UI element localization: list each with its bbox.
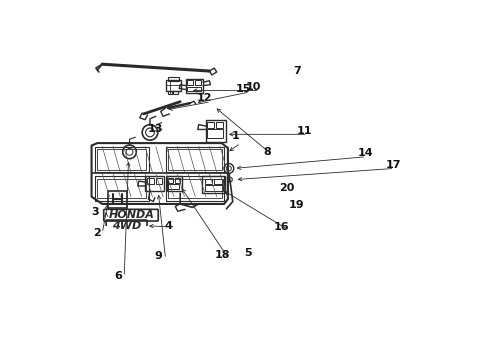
Bar — [186, 79, 203, 94]
Bar — [270, 206, 287, 215]
Text: 1: 1 — [232, 131, 240, 141]
Text: 5: 5 — [245, 248, 252, 258]
Text: 17: 17 — [386, 160, 401, 170]
Bar — [188, 87, 201, 91]
Bar — [168, 77, 179, 81]
Bar — [274, 193, 278, 197]
Bar — [195, 80, 200, 85]
Text: 13: 13 — [148, 125, 164, 135]
Bar — [169, 184, 179, 189]
Bar — [166, 176, 224, 201]
Bar — [188, 80, 194, 85]
Text: 16: 16 — [273, 222, 289, 232]
Bar — [204, 185, 223, 191]
Bar — [271, 191, 288, 202]
Text: 14: 14 — [357, 148, 373, 158]
Text: 6: 6 — [114, 271, 122, 280]
Bar — [205, 120, 226, 141]
Bar — [147, 178, 154, 184]
Text: 18: 18 — [214, 250, 230, 260]
Bar — [168, 90, 172, 94]
Bar — [166, 80, 181, 90]
Bar — [167, 176, 182, 191]
Text: 11: 11 — [297, 126, 313, 136]
Bar — [207, 122, 214, 127]
Text: 4WD: 4WD — [112, 221, 141, 231]
Bar — [173, 90, 178, 94]
Text: 4: 4 — [164, 221, 172, 231]
Bar — [98, 179, 146, 198]
Bar — [214, 179, 223, 184]
Bar — [156, 178, 162, 184]
Bar — [202, 176, 225, 193]
Text: 19: 19 — [288, 201, 304, 211]
Bar — [273, 207, 277, 211]
Text: 3: 3 — [91, 207, 99, 217]
Bar — [279, 207, 284, 211]
Bar — [207, 130, 223, 138]
Bar — [175, 178, 180, 183]
Text: HONDA: HONDA — [109, 210, 154, 220]
Text: 7: 7 — [293, 66, 301, 76]
Bar — [168, 179, 221, 198]
Bar — [95, 147, 148, 172]
Bar — [98, 149, 146, 170]
Bar — [108, 191, 126, 208]
Bar — [95, 176, 148, 201]
Text: 20: 20 — [280, 183, 295, 193]
Bar — [216, 122, 223, 127]
Bar — [168, 149, 221, 170]
Text: 12: 12 — [197, 93, 212, 103]
Bar — [169, 178, 173, 183]
Bar — [145, 176, 164, 191]
Text: 9: 9 — [155, 251, 163, 261]
Text: 2: 2 — [94, 228, 101, 238]
Text: 15: 15 — [236, 84, 251, 94]
Bar — [204, 179, 212, 184]
Text: 8: 8 — [263, 147, 271, 157]
Text: 10: 10 — [245, 82, 261, 92]
Bar — [280, 193, 285, 197]
Bar — [166, 147, 224, 172]
